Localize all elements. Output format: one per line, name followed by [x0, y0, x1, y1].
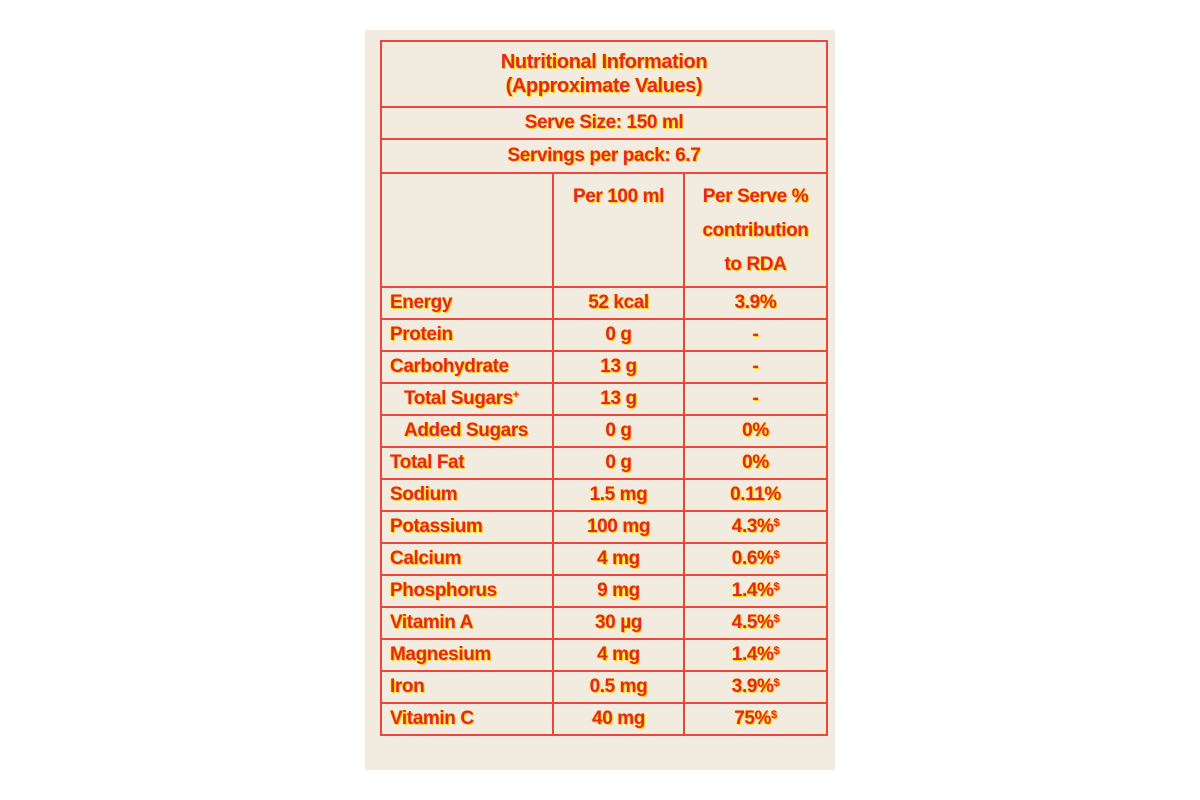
- per-100ml: 0 g: [552, 446, 685, 480]
- nutrient: Vitamin A: [380, 606, 554, 640]
- column-header: Per 100 ml: [552, 172, 685, 288]
- per-serve-rda: -: [683, 350, 828, 384]
- nutrient: Calcium: [380, 542, 554, 576]
- per-serve-rda-text: 4.5%: [731, 611, 774, 633]
- nutrient-row: Total Sugars+ 13 g-: [380, 382, 828, 416]
- per-serve-rda: -: [683, 318, 828, 352]
- per-serve-rda: 0%: [683, 414, 828, 448]
- nutrient: Total Fat: [380, 446, 554, 480]
- per-serve-rda: -: [683, 382, 828, 416]
- per-serve-rda: 1.4%$: [683, 574, 828, 608]
- nutrient: Total Sugars+: [380, 382, 554, 416]
- nutrient: Potassium: [380, 510, 554, 544]
- per-100ml: 0 g: [552, 318, 685, 352]
- column-header: Per Serve % contribution to RDA: [683, 172, 828, 288]
- nutrient-row: Vitamin C 40 mg 75%$: [380, 702, 828, 736]
- nutrient: Iron: [380, 670, 554, 704]
- footnote-mark: $: [773, 676, 780, 689]
- nutrient: Magnesium: [380, 638, 554, 672]
- footnote-mark: $: [773, 644, 780, 657]
- nutrient-row: Added Sugars 0 g 0%: [380, 414, 828, 448]
- per-100ml: 30 µg: [552, 606, 685, 640]
- nutrient: Energy: [380, 286, 554, 320]
- label-card: Nutritional Information (Approximate Val…: [365, 30, 835, 770]
- per-100ml: 4 mg: [552, 638, 685, 672]
- nutrient: Carbohydrate: [380, 350, 554, 384]
- per-serve-rda: 4.3%$: [683, 510, 828, 544]
- title-row: Nutritional Information (Approximate Val…: [380, 40, 828, 108]
- per-serve-rda: 0.6%$: [683, 542, 828, 576]
- per-serve-rda: 0.11%: [683, 478, 828, 512]
- nutrient: Sodium: [380, 478, 554, 512]
- header-row: Per 100 ml Per Serve % contribution to R…: [380, 172, 828, 288]
- nutrient: Vitamin C: [380, 702, 554, 736]
- serve-row: Serve Size: 150 ml: [380, 106, 828, 140]
- footnote-mark: $: [773, 612, 780, 625]
- per-serve-rda-text: 75%: [734, 707, 772, 729]
- per-serve-rda-text: 3.9%: [731, 675, 774, 697]
- footnote-mark: $: [773, 516, 780, 529]
- nutrient-row: Phosphorus 9 mg 1.4%$: [380, 574, 828, 608]
- title-cell: Nutritional Information (Approximate Val…: [380, 40, 828, 108]
- servings: Servings per pack: 6.7: [380, 138, 828, 174]
- footnote-mark: $: [773, 548, 780, 561]
- per-100ml: 1.5 mg: [552, 478, 685, 512]
- empty-header: [380, 172, 554, 288]
- per-100ml: 13 g: [552, 382, 685, 416]
- nutrient: Added Sugars: [380, 414, 554, 448]
- nutrient-row: Magnesium 4 mg 1.4%$: [380, 638, 828, 672]
- per-serve-rda: 1.4%$: [683, 638, 828, 672]
- per-serve-rda: 75%$: [683, 702, 828, 736]
- nutrition-table: Nutritional Information (Approximate Val…: [380, 40, 828, 736]
- per-serve-rda-text: 1.4%: [731, 643, 774, 665]
- nutrient-row: Carbohydrate 13 g-: [380, 350, 828, 384]
- per-serve-rda-text: 0.6%: [731, 547, 774, 569]
- rows: Energy 52 kcal 3.9% Protein 0 g - Carbohydrate…: [380, 286, 828, 736]
- nutrient-text: Total Sugars: [404, 387, 513, 409]
- nutrient-row: Potassium 100 mg 4.3%$: [380, 510, 828, 544]
- nutrient-row: Energy 52 kcal 3.9%: [380, 286, 828, 320]
- footnote-mark: +: [512, 388, 519, 401]
- per-serve-rda: 3.9%$: [683, 670, 828, 704]
- per-100ml: 4 mg: [552, 542, 685, 576]
- nutrient-row: Vitamin A 30 µg 4.5%$: [380, 606, 828, 640]
- title-line: Nutritional Information: [500, 51, 708, 73]
- nutrient-row: Calcium 4 mg 0.6%$: [380, 542, 828, 576]
- footnote-mark: $: [773, 580, 780, 593]
- per-serve-rda: 0%: [683, 446, 828, 480]
- per-100ml: 9 mg: [552, 574, 685, 608]
- per-100ml: 100 mg: [552, 510, 685, 544]
- per-serve-rda: 4.5%$: [683, 606, 828, 640]
- per-serve-rda: 3.9%: [683, 286, 828, 320]
- per-100ml: 13 g: [552, 350, 685, 384]
- nutrient: Protein: [380, 318, 554, 352]
- per-100ml: 40 mg: [552, 702, 685, 736]
- footnote-mark: $: [771, 708, 777, 721]
- nutrient-row: Iron 0.5 mg 3.9%$: [380, 670, 828, 704]
- servings-row: Servings per pack: 6.7: [380, 138, 828, 174]
- per-serve-rda-text: 4.3%: [731, 515, 774, 537]
- per-100ml: 52 kcal: [552, 286, 685, 320]
- serve-size: Serve Size: 150 ml: [380, 106, 828, 140]
- per-100ml: 0 g: [552, 414, 685, 448]
- nutrient-row: Total Fat 0 g 0%: [380, 446, 828, 480]
- per-100ml: 0.5 mg: [552, 670, 685, 704]
- nutrient-row: Protein 0 g-: [380, 318, 828, 352]
- title-line: (Approximate Values): [505, 75, 703, 97]
- nutrient-row: Sodium 1.5 mg 0.11%: [380, 478, 828, 512]
- nutrient: Phosphorus: [380, 574, 554, 608]
- per-serve-rda-text: 1.4%: [731, 579, 774, 601]
